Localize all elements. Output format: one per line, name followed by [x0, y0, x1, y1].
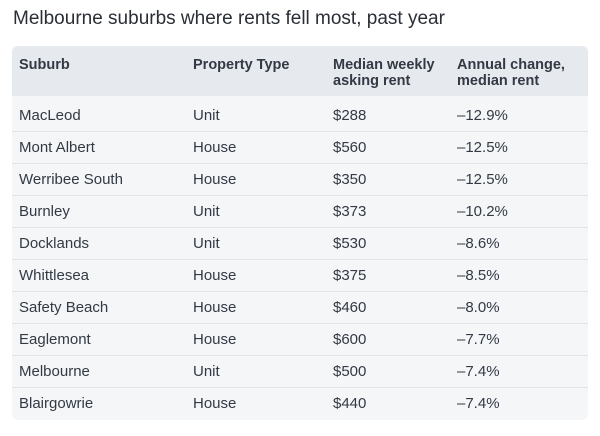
cell-property-type: Unit	[193, 203, 220, 220]
rent-table: Suburb Property Type Median weekly askin…	[12, 46, 588, 420]
cell-annual-change: –10.2%	[457, 203, 508, 220]
header-suburb: Suburb	[19, 57, 70, 73]
table-row: Safety Beach House $460 –8.0%	[12, 292, 588, 324]
cell-suburb: Blairgowrie	[19, 395, 94, 412]
cell-property-type: House	[193, 395, 237, 412]
cell-suburb: Melbourne	[19, 363, 90, 380]
cell-median-rent: $373	[333, 203, 367, 220]
header-median-weekly-rent: Median weekly asking rent	[333, 57, 435, 89]
header-annual-change: Annual change, median rent	[457, 57, 565, 89]
cell-suburb: Safety Beach	[19, 299, 109, 316]
cell-property-type: Unit	[193, 235, 220, 252]
cell-median-rent: $440	[333, 395, 367, 412]
table-row: Blairgowrie House $440 –7.4%	[12, 388, 588, 420]
cell-annual-change: –7.4%	[457, 395, 500, 412]
cell-annual-change: –7.7%	[457, 331, 500, 348]
cell-property-type: Unit	[193, 107, 220, 124]
cell-median-rent: $288	[333, 107, 367, 124]
table-row: Eaglemont House $600 –7.7%	[12, 324, 588, 356]
cell-suburb: Burnley	[19, 203, 70, 220]
table-row: Docklands Unit $530 –8.6%	[12, 228, 588, 260]
cell-suburb: Whittlesea	[19, 267, 90, 284]
cell-property-type: House	[193, 171, 237, 188]
cell-suburb: Werribee South	[19, 171, 123, 188]
cell-median-rent: $460	[333, 299, 367, 316]
cell-property-type: House	[193, 139, 237, 156]
cell-suburb: Docklands	[19, 235, 90, 252]
table-row: MacLeod Unit $288 –12.9%	[12, 100, 588, 132]
cell-median-rent: $600	[333, 331, 367, 348]
cell-median-rent: $350	[333, 171, 367, 188]
table-header: Suburb Property Type Median weekly askin…	[12, 46, 588, 96]
cell-property-type: House	[193, 267, 237, 284]
cell-annual-change: –12.5%	[457, 139, 508, 156]
cell-suburb: Mont Albert	[19, 139, 95, 156]
cell-annual-change: –8.5%	[457, 267, 500, 284]
cell-median-rent: $500	[333, 363, 367, 380]
cell-annual-change: –12.9%	[457, 107, 508, 124]
header-property-type: Property Type	[193, 57, 290, 73]
cell-annual-change: –8.6%	[457, 235, 500, 252]
table-row: Burnley Unit $373 –10.2%	[12, 196, 588, 228]
cell-median-rent: $530	[333, 235, 367, 252]
cell-property-type: Unit	[193, 363, 220, 380]
table-title: Melbourne suburbs where rents fell most,…	[13, 8, 445, 29]
table-row: Whittlesea House $375 –8.5%	[12, 260, 588, 292]
cell-median-rent: $375	[333, 267, 367, 284]
table-row: Mont Albert House $560 –12.5%	[12, 132, 588, 164]
cell-suburb: MacLeod	[19, 107, 81, 124]
cell-property-type: House	[193, 331, 237, 348]
cell-property-type: House	[193, 299, 237, 316]
cell-suburb: Eaglemont	[19, 331, 91, 348]
cell-annual-change: –7.4%	[457, 363, 500, 380]
cell-annual-change: –12.5%	[457, 171, 508, 188]
table-row: Melbourne Unit $500 –7.4%	[12, 356, 588, 388]
cell-median-rent: $560	[333, 139, 367, 156]
table-row: Werribee South House $350 –12.5%	[12, 164, 588, 196]
cell-annual-change: –8.0%	[457, 299, 500, 316]
